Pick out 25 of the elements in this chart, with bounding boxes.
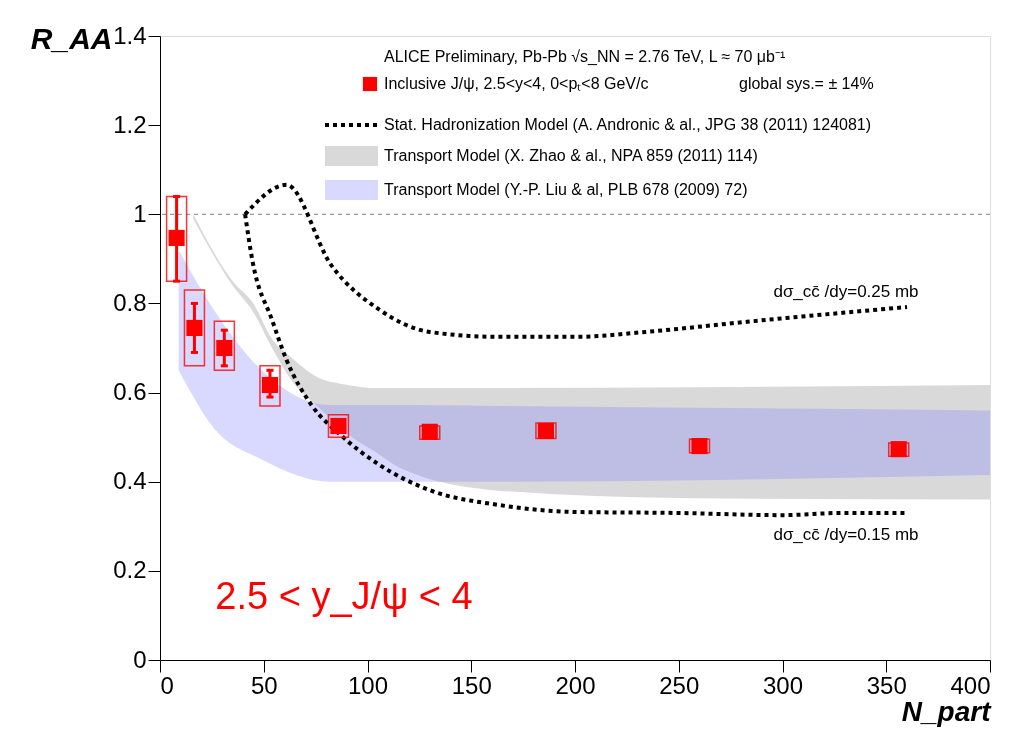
y-tick-label: 0.4 bbox=[113, 467, 147, 495]
y-tick-label: 1.2 bbox=[113, 110, 147, 138]
y-tick-label: 0.2 bbox=[113, 556, 147, 584]
y-tick-label: 0.8 bbox=[113, 288, 147, 316]
x-tick-label: 0 bbox=[160, 671, 174, 699]
x-tick-label: 200 bbox=[555, 671, 596, 699]
legend-label: Stat. Hadronization Model (A. Andronic & al., JPG 38 (2011) 124081) bbox=[384, 116, 872, 133]
y-tick-label: 1 bbox=[133, 199, 147, 227]
x-tick-label: 100 bbox=[347, 671, 389, 699]
y-tick-label: 1.4 bbox=[113, 21, 147, 49]
legend-title: ALICE Preliminary, Pb-Pb √s_NN = 2.76 TeV, L ≈ 70 μb⁻¹ bbox=[384, 48, 786, 66]
legend-label: Transport Model (X. Zhao & al., NPA 859 (2011) 114) bbox=[384, 147, 758, 164]
x-tick-label: 250 bbox=[659, 671, 700, 699]
legend-label: Inclusive J/ψ, 2.5<y<4, 0<pₜ<8 GeV/c bbox=[384, 75, 649, 92]
annotation: global sys.= ± 14% bbox=[739, 75, 874, 92]
x-tick-label: 50 bbox=[250, 671, 278, 699]
annotation: dσ_cc̄ /dy=0.15 mb bbox=[773, 525, 919, 544]
x-tick-label: 150 bbox=[451, 671, 492, 699]
annotation: 2.5 < y_J/ψ < 4 bbox=[215, 575, 473, 617]
x-tick-label: 300 bbox=[762, 671, 804, 699]
legend-label: Transport Model (Y.-P. Liu & al, PLB 678 (2009) 72) bbox=[384, 181, 748, 198]
y-tick-label: 0 bbox=[133, 645, 147, 673]
y-axis-title: R_AA bbox=[30, 21, 113, 55]
annotation: dσ_cc̄ /dy=0.25 mb bbox=[773, 282, 919, 301]
y-tick-label: 0.6 bbox=[113, 378, 147, 406]
